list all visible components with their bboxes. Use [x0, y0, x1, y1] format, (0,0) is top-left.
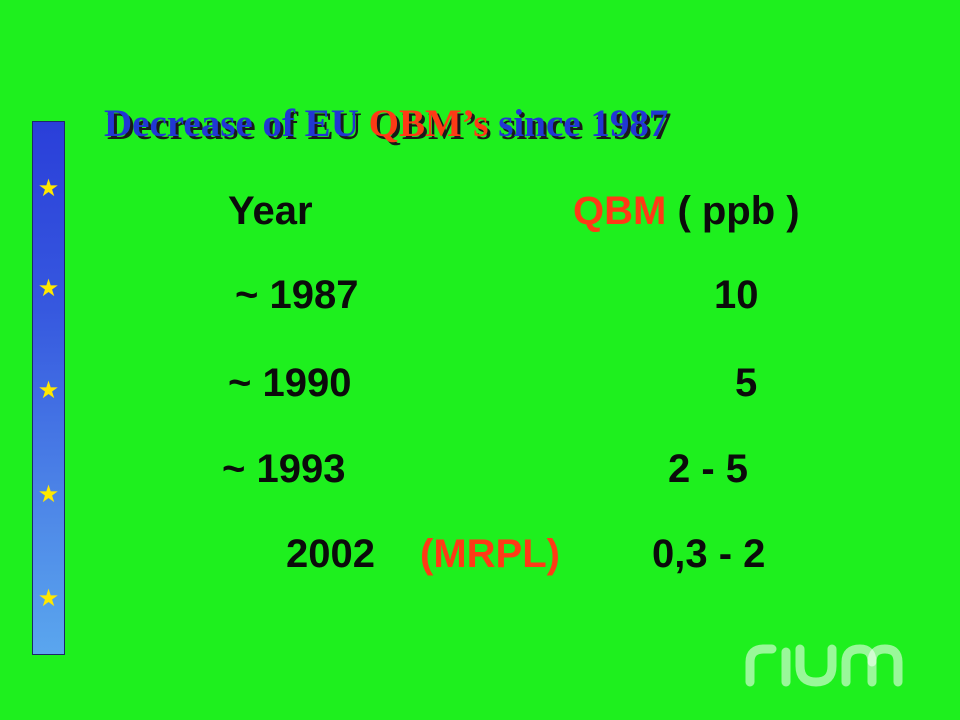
qbm-header-label: QBM: [573, 189, 667, 233]
title-suffix: since 1987: [488, 102, 669, 145]
qbm-header: QBM ( ppb ): [573, 188, 800, 234]
rivm-logo: [745, 644, 903, 687]
table-row-year: 2002: [286, 532, 375, 576]
table-row-value: 2 - 5: [668, 447, 749, 491]
slide-title: Decrease of EU QBM’s since 1987: [104, 100, 668, 148]
mrpl-note: (MRPL): [420, 532, 560, 576]
eu-flag-bar: ★ ★ ★ ★ ★: [32, 121, 65, 655]
title-accent: QBM’s: [368, 102, 489, 145]
table-row-value: 10: [714, 273, 759, 317]
table-row-year: ~ 1990: [228, 361, 352, 405]
star-icon: ★: [37, 376, 60, 404]
star-icon: ★: [37, 274, 60, 302]
table-row-year: ~ 1987: [235, 273, 359, 317]
star-icon: ★: [37, 480, 60, 508]
table-row-value: 5: [735, 361, 758, 405]
title-prefix: Decrease of EU: [104, 102, 369, 145]
star-icon: ★: [37, 174, 60, 202]
table-row-value: 0,3 - 2: [652, 532, 766, 576]
year-header: Year: [228, 189, 313, 233]
table-row-year: ~ 1993: [222, 447, 346, 491]
qbm-header-unit: ( ppb ): [666, 189, 800, 233]
star-icon: ★: [37, 584, 60, 612]
